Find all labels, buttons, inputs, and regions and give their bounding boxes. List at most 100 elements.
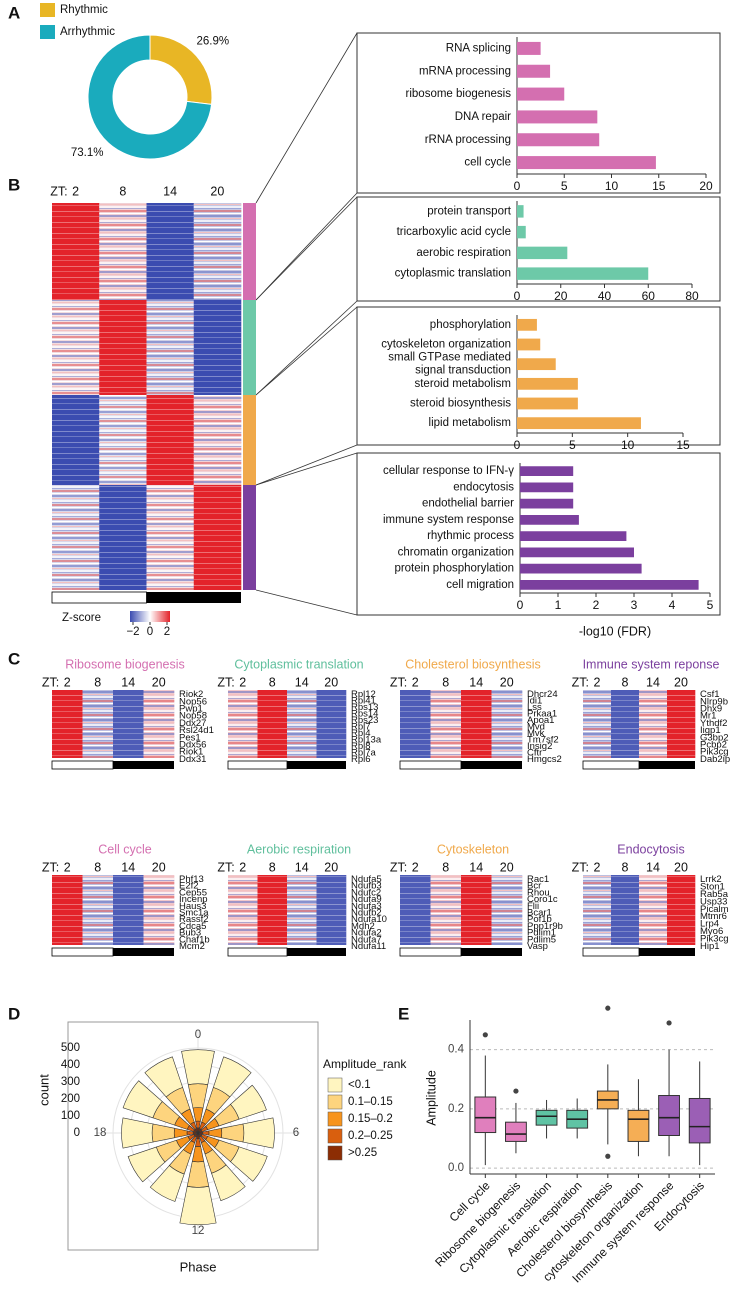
polar-segment (187, 1083, 209, 1109)
box (627, 1109, 650, 1142)
gene-label: Rpl41 (351, 695, 376, 706)
gene-label: Dab2ip (700, 754, 730, 765)
heatmap-texture (228, 690, 258, 758)
gene-label: Ndufa7 (351, 934, 382, 945)
legend-swatch (40, 3, 55, 17)
gene-label: Rpl6 (351, 754, 371, 765)
gene-label: Incenp (179, 894, 208, 905)
bar (517, 64, 551, 78)
polar-segment (192, 1107, 204, 1122)
zt-column: 8 (622, 675, 629, 689)
dark-phase (146, 592, 241, 603)
zt-column: 2 (72, 184, 79, 198)
bar (517, 225, 526, 239)
heatmap-texture (52, 203, 100, 300)
gene-label: Rps14 (351, 708, 378, 719)
bar (520, 580, 699, 590)
gene-label: Lrp4 (700, 919, 719, 930)
heatmap-texture (193, 203, 242, 300)
polar-segment (173, 1127, 188, 1139)
gene-label: Rhou (527, 887, 550, 898)
bar (517, 417, 641, 430)
box (658, 1095, 680, 1137)
category-label: protein transport (427, 205, 512, 217)
dark-phase (639, 948, 695, 956)
gene-label: Ndufa9 (351, 894, 382, 905)
y-tick-label: 400 (61, 1059, 80, 1071)
heatmap-texture (400, 875, 431, 945)
zt-column: 2 (594, 675, 601, 689)
gene-label: Bcar1 (527, 908, 552, 919)
heatmap-texture (461, 690, 492, 758)
category-label: cell cycle (464, 157, 511, 169)
zt-column: 14 (163, 184, 177, 198)
bar (520, 466, 574, 476)
box (688, 1097, 711, 1144)
category-label: small GTPase mediated signal transduction (388, 352, 511, 377)
x-tick-label: 80 (685, 289, 699, 303)
zt-column: 8 (442, 860, 449, 874)
heatmap-texture (639, 875, 668, 945)
gene-label: Ndufa11 (351, 941, 386, 952)
heatmap-title: Aerobic respiration (247, 842, 351, 856)
heatmap-texture (228, 875, 258, 945)
legend-swatch (327, 1077, 343, 1093)
gene-label: Ndufa2 (351, 928, 382, 939)
gene-label: Hip1 (700, 941, 720, 952)
legend-swatch (327, 1111, 343, 1127)
polar-segment (122, 1080, 163, 1119)
heatmap-texture (143, 875, 175, 945)
heatmap-texture (316, 875, 347, 945)
gene-label: Rassf2 (179, 914, 209, 925)
gene-label: Nop58 (179, 711, 207, 722)
heatmap-texture (491, 875, 523, 945)
zt-column: 14 (646, 860, 660, 874)
zt-label: ZT: (572, 675, 589, 689)
polar-segment (179, 1185, 217, 1226)
category-label: cytoskeleton organization (381, 339, 511, 351)
zt-column: 20 (674, 860, 688, 874)
gene-label: Riok1 (179, 747, 203, 758)
heatmap-title: Endocytosis (617, 842, 684, 856)
phase-label: 18 (94, 1127, 107, 1139)
x-tick-label: 1 (555, 598, 562, 612)
gene-label: Insig2 (527, 741, 552, 752)
polar-frame (67, 1021, 319, 1251)
zt-column: 14 (469, 675, 483, 689)
heatmap-texture (52, 690, 83, 758)
panel-label: B (8, 175, 20, 194)
zt-column: 8 (622, 860, 629, 874)
legend-tick-label: 0 (147, 626, 153, 638)
zt-column: 8 (269, 675, 276, 689)
gene-label: Rpl8 (351, 741, 371, 752)
box (535, 1109, 558, 1126)
gene-label: Rpl7a (351, 748, 377, 759)
gene-label: Ppp1r9b (527, 921, 563, 932)
gene-label: Rpl4 (351, 728, 371, 739)
light-phase (51, 591, 147, 604)
zt-column: 20 (674, 675, 688, 689)
zt-column: 20 (324, 860, 338, 874)
bar (517, 156, 656, 170)
heatmap-texture (193, 395, 242, 485)
gene-label: Chaf1b (179, 934, 210, 945)
gene-label: Mcm2 (179, 941, 205, 952)
x-tick-label: 0 (514, 289, 521, 303)
gene-label: Rpl13a (351, 735, 382, 746)
gene-label: Cdca5 (179, 921, 206, 932)
zt-column: 8 (119, 184, 126, 198)
gene-label: Rab5a (700, 889, 729, 900)
heatmap-texture (143, 690, 175, 758)
box (505, 1121, 527, 1142)
heatmap-texture (287, 875, 317, 945)
bar (520, 515, 579, 525)
legend-label: 0.15–0.2 (348, 1113, 393, 1125)
category-label: mRNA processing (419, 65, 511, 77)
heatmap-texture (639, 690, 668, 758)
light-phase (399, 947, 462, 957)
gene-label: Mvk (527, 728, 545, 739)
gene-label: Vasp (527, 941, 548, 952)
x-tick-label: 4 (669, 598, 676, 612)
category-label: DNA repair (455, 111, 511, 123)
category-label: phosphorylation (430, 319, 511, 331)
